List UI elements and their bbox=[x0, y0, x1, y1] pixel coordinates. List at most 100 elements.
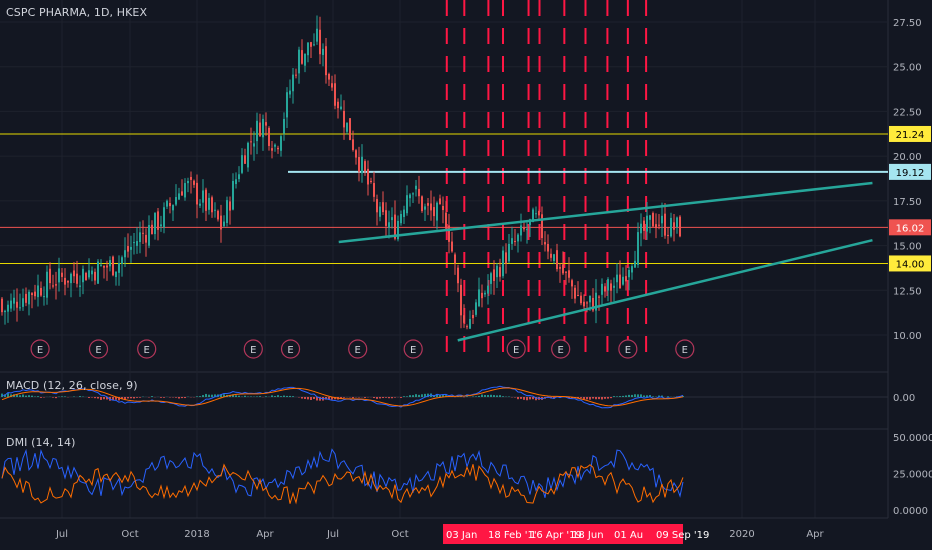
candle-body bbox=[430, 203, 432, 211]
candle-body bbox=[562, 264, 564, 274]
candle-body bbox=[337, 101, 339, 109]
candle-body bbox=[505, 252, 507, 264]
candle-body bbox=[346, 122, 348, 132]
candle-body bbox=[439, 198, 441, 205]
candle-body bbox=[523, 227, 525, 230]
macd-histogram-bar bbox=[388, 397, 390, 399]
candle-body bbox=[199, 203, 201, 206]
price-tag-label: 21.24 bbox=[896, 130, 925, 141]
candle-body bbox=[178, 193, 180, 200]
macd-label[interactable]: MACD (12, 26, close, 9) bbox=[6, 379, 138, 392]
macd-histogram-bar bbox=[220, 394, 222, 397]
macd-histogram-bar bbox=[208, 394, 210, 397]
candle-body bbox=[334, 83, 336, 106]
macd-histogram-bar bbox=[391, 397, 393, 399]
candle-body bbox=[397, 220, 399, 240]
macd-histogram-bar bbox=[634, 394, 636, 397]
macd-histogram-bar bbox=[637, 394, 639, 397]
earnings-marker-label: E bbox=[625, 345, 631, 356]
candle-body bbox=[115, 271, 117, 278]
candle-body bbox=[304, 53, 306, 66]
earnings-marker bbox=[348, 339, 368, 359]
candle-body bbox=[493, 269, 495, 281]
macd-histogram-bar bbox=[244, 395, 246, 397]
macd-histogram-bar bbox=[595, 397, 597, 400]
candle-body bbox=[184, 183, 186, 198]
candle-body bbox=[292, 74, 294, 92]
chart-title: CSPC PHARMA, 1D, HKEX bbox=[6, 6, 148, 19]
candle-body bbox=[451, 241, 453, 252]
candle-body bbox=[658, 224, 660, 226]
macd-histogram-bar bbox=[400, 397, 402, 398]
candle-body bbox=[151, 224, 153, 235]
candle-body bbox=[358, 157, 360, 172]
macd-histogram-bar bbox=[7, 393, 9, 397]
candle-body bbox=[13, 297, 15, 304]
macd-histogram-bar bbox=[343, 397, 345, 398]
candle-body bbox=[16, 301, 18, 308]
macd-histogram-bar bbox=[271, 395, 273, 397]
candle-body bbox=[283, 118, 285, 134]
candle-body bbox=[325, 46, 327, 76]
macd-histogram-bar bbox=[379, 397, 381, 399]
price-tag bbox=[889, 125, 931, 142]
date-tag-label: 18 Feb '1' bbox=[488, 530, 537, 541]
candle-body bbox=[508, 243, 510, 262]
earnings-marker-label: E bbox=[558, 345, 564, 356]
candle-body bbox=[235, 179, 237, 185]
candle-body bbox=[142, 232, 144, 234]
candle-body bbox=[40, 287, 42, 296]
candle-body bbox=[196, 182, 198, 205]
candle-body bbox=[499, 267, 501, 277]
macd-histogram-bar bbox=[25, 395, 27, 397]
candle-body bbox=[418, 188, 420, 197]
candle-body bbox=[409, 194, 411, 199]
macd-histogram-bar bbox=[133, 397, 135, 399]
macd-histogram-bar bbox=[517, 397, 519, 400]
candle-body bbox=[604, 286, 606, 292]
earnings-marker bbox=[243, 339, 263, 359]
macd-histogram-bar bbox=[601, 397, 603, 400]
candle-body bbox=[130, 246, 132, 250]
candle-body bbox=[175, 197, 177, 205]
macd-histogram-bar bbox=[382, 397, 384, 399]
candle-body bbox=[226, 200, 228, 223]
candle-body bbox=[265, 122, 267, 126]
macd-histogram-bar bbox=[97, 397, 99, 399]
macd-histogram-bar bbox=[136, 397, 138, 398]
candle-body bbox=[421, 196, 423, 212]
candle-body bbox=[592, 297, 594, 311]
macd-histogram-bar bbox=[55, 397, 57, 399]
time-tick-label: Apr bbox=[256, 529, 274, 540]
candle-body bbox=[301, 50, 303, 64]
candle-body bbox=[112, 256, 114, 276]
macd-histogram-bar bbox=[583, 397, 585, 400]
candle-body bbox=[595, 292, 597, 311]
candle-body bbox=[58, 268, 60, 283]
candle-body bbox=[25, 293, 27, 303]
macd-histogram-bar bbox=[106, 397, 108, 400]
candle-body bbox=[94, 271, 96, 281]
macd-histogram-bar bbox=[286, 395, 288, 397]
macd-histogram-bar bbox=[619, 396, 621, 397]
candle-body bbox=[289, 90, 291, 95]
macd-histogram-bar bbox=[613, 396, 615, 397]
macd-histogram-bar bbox=[610, 397, 612, 399]
candle-body bbox=[442, 206, 444, 211]
candle-body bbox=[259, 122, 261, 137]
candle-body bbox=[307, 42, 309, 56]
time-tick-label: 2020 bbox=[729, 529, 754, 540]
macd-histogram-bar bbox=[331, 397, 333, 400]
dmi-label[interactable]: DMI (14, 14) bbox=[6, 436, 76, 449]
macd-histogram-bar bbox=[214, 394, 216, 397]
candle-body bbox=[502, 250, 504, 277]
candle-body bbox=[67, 280, 69, 283]
time-tick-label: Oct bbox=[391, 529, 408, 540]
candle-body bbox=[628, 269, 630, 278]
macd-histogram-bar bbox=[124, 397, 126, 400]
candle-body bbox=[340, 106, 342, 110]
candle-body bbox=[601, 283, 603, 295]
candle-body bbox=[667, 234, 669, 237]
